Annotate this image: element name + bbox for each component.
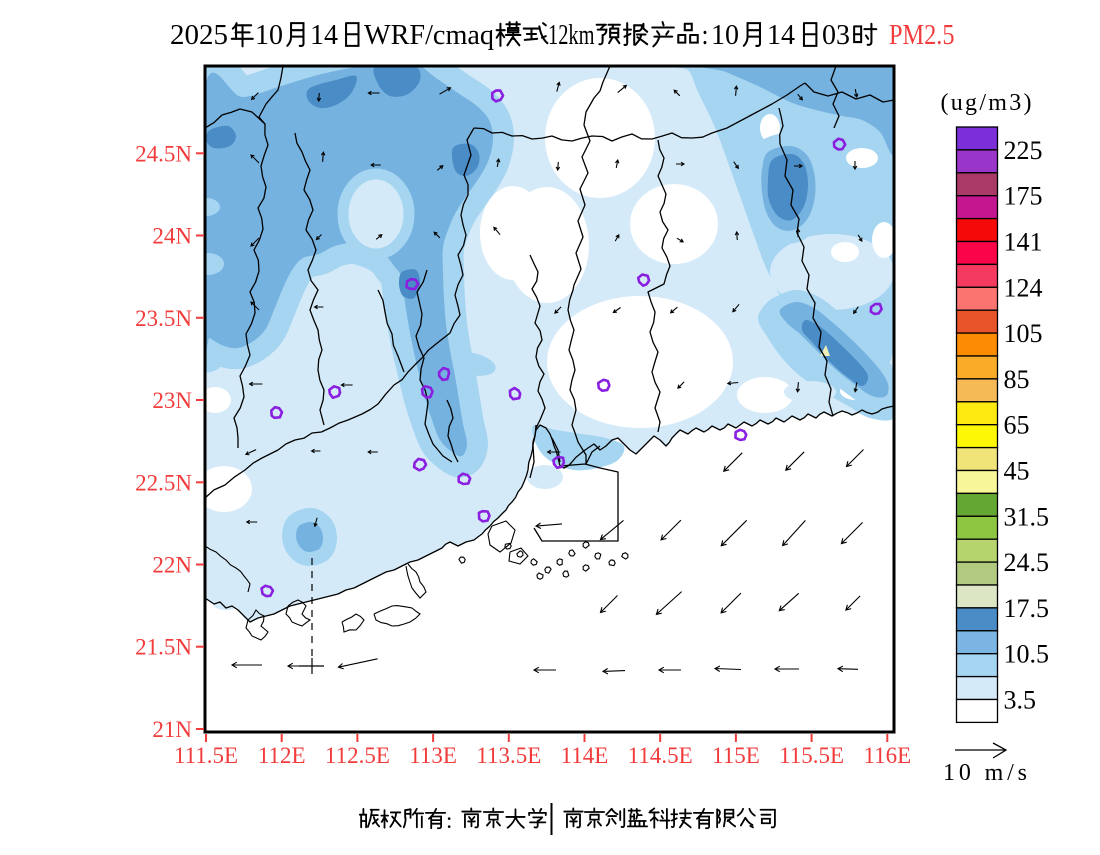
- svg-text:141: 141: [1004, 228, 1043, 257]
- svg-text:24.5N: 24.5N: [135, 141, 192, 166]
- svg-text:175: 175: [1004, 182, 1043, 211]
- svg-text:2025: 2025: [170, 19, 228, 51]
- svg-text:14: 14: [310, 19, 338, 51]
- svg-text:113E: 113E: [409, 743, 457, 768]
- svg-text:10: 10: [255, 19, 283, 51]
- svg-text:85: 85: [1004, 365, 1030, 394]
- svg-text:23.5N: 23.5N: [135, 306, 192, 331]
- svg-text:24N: 24N: [152, 224, 192, 249]
- svg-text::: :: [446, 808, 452, 833]
- svg-text:116E: 116E: [863, 743, 911, 768]
- svg-text:24.5: 24.5: [1004, 548, 1050, 577]
- svg-text:105: 105: [1004, 319, 1043, 348]
- svg-text:21.5N: 21.5N: [135, 635, 192, 660]
- svg-text:124: 124: [1004, 273, 1043, 302]
- svg-text:65: 65: [1004, 411, 1030, 440]
- svg-text:10: 10: [711, 19, 739, 51]
- svg-text:17.5: 17.5: [1004, 594, 1050, 623]
- svg-text:23N: 23N: [152, 388, 192, 413]
- svg-text:12km: 12km: [548, 19, 595, 51]
- svg-text:112.5E: 112.5E: [325, 743, 390, 768]
- svg-text:22N: 22N: [152, 553, 192, 578]
- svg-text:PM2.5: PM2.5: [889, 19, 955, 51]
- svg-text:114E: 114E: [561, 743, 609, 768]
- svg-text:03: 03: [822, 19, 850, 51]
- svg-text:225: 225: [1004, 136, 1043, 165]
- svg-text:112E: 112E: [258, 743, 306, 768]
- svg-text:3.5: 3.5: [1004, 686, 1037, 715]
- svg-text:31.5: 31.5: [1004, 502, 1050, 531]
- svg-text:14: 14: [767, 19, 795, 51]
- svg-text:115E: 115E: [712, 743, 760, 768]
- svg-text:115.5E: 115.5E: [779, 743, 844, 768]
- svg-text:22.5N: 22.5N: [135, 470, 192, 495]
- svg-text::: :: [702, 19, 709, 51]
- svg-text:21N: 21N: [152, 717, 192, 742]
- svg-text:10.5: 10.5: [1004, 640, 1050, 669]
- svg-text:113.5E: 113.5E: [476, 743, 541, 768]
- svg-text:114.5E: 114.5E: [628, 743, 693, 768]
- svg-text:45: 45: [1004, 457, 1030, 486]
- svg-text:111.5E: 111.5E: [174, 743, 238, 768]
- svg-text:WRF/cmaq: WRF/cmaq: [364, 19, 494, 51]
